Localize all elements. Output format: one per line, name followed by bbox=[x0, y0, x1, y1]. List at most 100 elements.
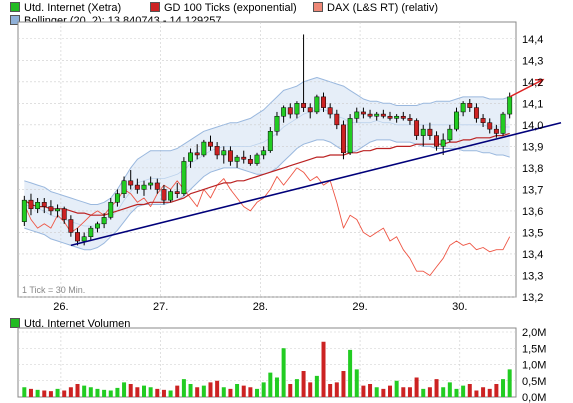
candle-body bbox=[241, 156, 247, 160]
legend-price-label: Utd. Internet (Xetra) bbox=[24, 2, 122, 14]
candle-body bbox=[400, 115, 406, 119]
volume-plot-frame bbox=[17, 327, 517, 398]
volume-bar bbox=[447, 382, 452, 397]
price-y-tick-label: 13,8 bbox=[522, 163, 543, 175]
price-y-tick-label: 14,1 bbox=[522, 98, 543, 110]
moving-average-line bbox=[23, 132, 510, 216]
candle-body bbox=[387, 115, 393, 119]
candle-body bbox=[154, 182, 160, 190]
volume-bar bbox=[494, 384, 499, 397]
candle-body bbox=[121, 180, 127, 194]
candle-body bbox=[75, 232, 80, 242]
candle-body bbox=[148, 182, 154, 186]
legend-ma-swatch bbox=[150, 2, 160, 12]
candle-body bbox=[208, 141, 213, 147]
volume-bar bbox=[381, 388, 386, 397]
volume-bar bbox=[181, 379, 186, 397]
candle-body bbox=[128, 180, 134, 186]
legend-bollinger-swatch bbox=[10, 15, 20, 25]
volume-y-tick-label: 2,0M bbox=[522, 327, 546, 339]
candle-body bbox=[500, 113, 506, 134]
volume-bar bbox=[467, 384, 472, 397]
candle-body bbox=[28, 199, 34, 210]
volume-bar bbox=[241, 385, 246, 397]
projection-arrow-line bbox=[509, 78, 544, 98]
legend-ma: GD 100 Ticks (exponential) bbox=[150, 2, 297, 14]
volume-bar bbox=[221, 387, 226, 397]
price-y-tick-label: 13,5 bbox=[522, 227, 543, 239]
volume-bar bbox=[55, 388, 60, 397]
candle-body bbox=[168, 191, 174, 201]
bollinger-upper-line bbox=[24, 77, 510, 205]
candle-body bbox=[21, 199, 27, 222]
candle-body bbox=[354, 111, 360, 119]
candle-body bbox=[434, 135, 439, 147]
candle-body bbox=[88, 227, 94, 237]
volume-bar bbox=[75, 384, 80, 397]
volume-bar bbox=[215, 380, 220, 397]
candle-body bbox=[367, 113, 373, 117]
candle-body bbox=[420, 128, 426, 136]
candle-body bbox=[201, 141, 207, 156]
legend-dax-label: DAX (L&S RT) (relativ) bbox=[327, 2, 439, 14]
candle-body bbox=[274, 115, 280, 132]
candle-body bbox=[254, 154, 260, 164]
volume-bar bbox=[142, 385, 146, 397]
volume-bar bbox=[481, 387, 486, 397]
candle-body bbox=[347, 118, 353, 154]
candle-body bbox=[55, 208, 61, 212]
candle-body bbox=[493, 128, 499, 134]
volume-bar bbox=[414, 377, 419, 397]
candle-body bbox=[261, 150, 267, 156]
volume-bar bbox=[441, 387, 446, 397]
volume-bar bbox=[228, 388, 233, 397]
volume-bar bbox=[148, 387, 153, 397]
volume-y-tick-label: 0,5M bbox=[522, 376, 546, 388]
candle-body bbox=[234, 156, 240, 162]
volume-bar bbox=[281, 348, 286, 397]
volume-bar bbox=[434, 379, 439, 397]
candle-body bbox=[334, 113, 340, 126]
x-tick-label: 26. bbox=[53, 301, 68, 313]
volume-bar bbox=[48, 391, 53, 397]
volume-bar bbox=[115, 387, 120, 397]
volume-bar bbox=[474, 390, 479, 397]
volume-bar bbox=[208, 382, 213, 397]
volume-bar bbox=[294, 379, 299, 397]
candle-body bbox=[267, 131, 273, 151]
volume-bar bbox=[501, 379, 506, 397]
volume-bar bbox=[95, 388, 100, 397]
legend-volume-label: Utd. Internet Volumen bbox=[24, 318, 131, 330]
volume-y-tick-label: 0,0M bbox=[522, 392, 546, 403]
candle-body bbox=[108, 202, 114, 218]
volume-bar bbox=[255, 388, 260, 397]
candle-body bbox=[221, 150, 227, 156]
volume-bar bbox=[88, 387, 93, 397]
bollinger-band-area bbox=[24, 77, 510, 250]
volume-bar bbox=[128, 384, 133, 397]
price-y-tick-label: 14,4 bbox=[522, 34, 543, 46]
volume-bar bbox=[235, 384, 240, 397]
price-y-tick-label: 14,2 bbox=[522, 77, 543, 89]
candle-body bbox=[247, 159, 253, 164]
candle-body bbox=[181, 161, 187, 194]
volume-bar bbox=[261, 382, 266, 397]
candle-body bbox=[487, 122, 493, 130]
candle-body bbox=[194, 152, 200, 156]
volume-bar bbox=[314, 375, 319, 397]
candle-body bbox=[314, 96, 320, 113]
candle-body bbox=[414, 120, 420, 136]
price-y-tick-label: 13,9 bbox=[522, 141, 543, 153]
volume-bar bbox=[401, 387, 406, 397]
price-y-tick-label: 13,7 bbox=[522, 184, 543, 196]
volume-bar bbox=[407, 387, 412, 397]
legend-ma-label: GD 100 Ticks (exponential) bbox=[164, 2, 297, 14]
volume-bar bbox=[42, 390, 47, 397]
candle-body bbox=[380, 113, 386, 117]
price-y-tick-label: 13,6 bbox=[522, 206, 543, 218]
legend-dax: DAX (L&S RT) (relativ) bbox=[313, 2, 438, 14]
volume-bar bbox=[354, 369, 359, 397]
candle-body bbox=[294, 103, 300, 115]
volume-bar bbox=[28, 388, 33, 397]
